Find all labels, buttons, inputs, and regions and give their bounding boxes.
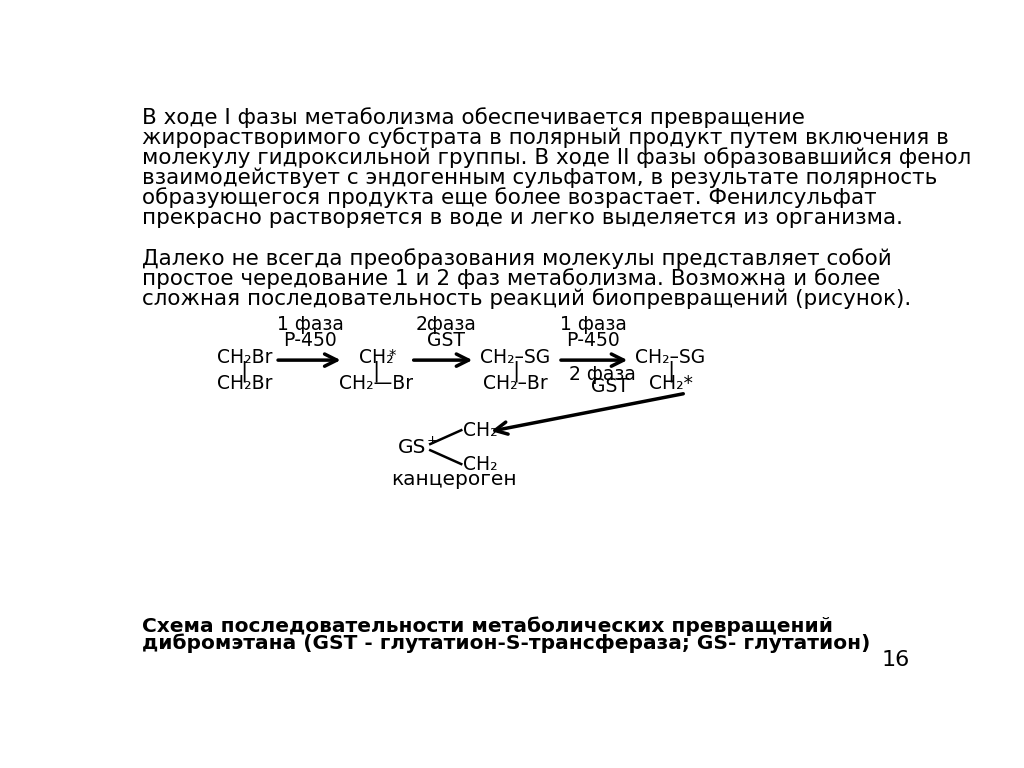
- Text: CH₂–SG: CH₂–SG: [480, 348, 551, 367]
- Text: *: *: [388, 349, 395, 364]
- Text: Р-450: Р-450: [566, 331, 620, 350]
- Text: В ходе I фазы метаболизма обеспечивается превращение: В ходе I фазы метаболизма обеспечивается…: [142, 108, 805, 128]
- Text: CH₂: CH₂: [463, 421, 498, 440]
- Text: |: |: [667, 360, 674, 382]
- Text: CH₂–SG: CH₂–SG: [635, 348, 706, 367]
- Text: Схема последовательности метаболических превращений: Схема последовательности метаболических …: [142, 616, 833, 636]
- Text: |: |: [512, 360, 519, 382]
- Text: жирорастворимого субстрата в полярный продукт путем включения в: жирорастворимого субстрата в полярный пр…: [142, 127, 948, 148]
- Text: образующегося продукта еще более возрастает. Фенилсульфат: образующегося продукта еще более возраст…: [142, 187, 877, 208]
- Text: GST: GST: [592, 376, 630, 396]
- Text: 1 фаза: 1 фаза: [276, 316, 344, 334]
- Text: |: |: [373, 360, 380, 382]
- Text: CH₂Br: CH₂Br: [216, 374, 272, 393]
- Text: GS: GS: [398, 438, 426, 457]
- Text: CH₂: CH₂: [463, 455, 498, 474]
- Text: |: |: [241, 360, 248, 382]
- Text: +: +: [426, 434, 437, 447]
- Text: CH₂–Br: CH₂–Br: [483, 374, 548, 393]
- Text: CH₂*: CH₂*: [648, 374, 692, 393]
- Text: GST: GST: [427, 331, 465, 350]
- Text: 2фаза: 2фаза: [416, 316, 476, 334]
- Text: дибромэтана (GST - глутатион-S-трансфераза; GS- глутатион): дибромэтана (GST - глутатион-S-трансфера…: [142, 633, 870, 653]
- Text: 16: 16: [881, 650, 909, 670]
- Text: взаимодействует с эндогенным сульфатом, в результате полярность: взаимодействует с эндогенным сульфатом, …: [142, 167, 937, 188]
- Text: канцероген: канцероген: [391, 470, 516, 489]
- Text: CH₂Br: CH₂Br: [216, 348, 272, 367]
- Text: 1 фаза: 1 фаза: [559, 316, 627, 334]
- Text: сложная последовательность реакций биопревращений (рисунок).: сложная последовательность реакций биопр…: [142, 288, 911, 309]
- Text: CH₂: CH₂: [358, 348, 393, 367]
- Text: Р-450: Р-450: [284, 331, 337, 350]
- Text: 2 фаза: 2 фаза: [569, 365, 636, 384]
- Text: CH₂—Br: CH₂—Br: [339, 374, 413, 393]
- Text: прекрасно растворяется в воде и легко выделяется из организма.: прекрасно растворяется в воде и легко вы…: [142, 207, 903, 227]
- Text: молекулу гидроксильной группы. В ходе II фазы образовавшийся фенол: молекулу гидроксильной группы. В ходе II…: [142, 147, 971, 168]
- Text: Далеко не всегда преобразования молекулы представляет собой: Далеко не всегда преобразования молекулы…: [142, 248, 892, 269]
- Text: простое чередование 1 и 2 фаз метаболизма. Возможна и более: простое чередование 1 и 2 фаз метаболизм…: [142, 268, 881, 289]
